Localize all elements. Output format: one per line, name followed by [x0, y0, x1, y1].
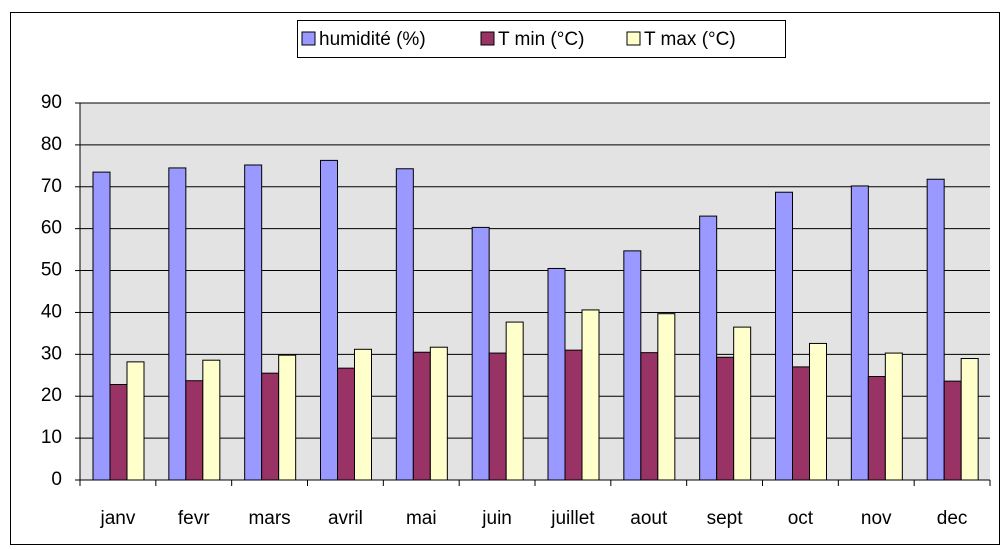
- x-tick-label: nov: [861, 508, 892, 529]
- x-tick-label: mars: [248, 508, 290, 529]
- x-tick-label: fevr: [178, 508, 210, 529]
- legend-swatch: [626, 31, 641, 46]
- y-tick-label: 10: [41, 427, 62, 448]
- y-tick-label: 30: [41, 343, 62, 364]
- x-tick-label: juin: [481, 508, 512, 529]
- bar: [733, 326, 752, 481]
- bar: [261, 372, 280, 481]
- bar: [202, 359, 221, 481]
- bar: [699, 215, 718, 481]
- bar: [488, 352, 507, 481]
- y-tick-label: 70: [41, 176, 62, 197]
- bar: [867, 376, 886, 481]
- x-tick-label: mai: [406, 508, 437, 529]
- y-tick-label: 90: [41, 92, 62, 113]
- bar: [884, 352, 903, 481]
- legend-box: [297, 20, 786, 58]
- y-tick-label: 80: [41, 134, 62, 155]
- bar: [109, 383, 128, 481]
- legend-swatch: [301, 31, 316, 46]
- bar: [185, 380, 204, 481]
- bar: [505, 321, 524, 481]
- bar: [278, 354, 297, 481]
- y-tick-label: 50: [41, 260, 62, 281]
- bar: [926, 178, 945, 481]
- legend-label: T min (°C): [498, 29, 584, 50]
- bar: [354, 348, 372, 481]
- x-tick-label: oct: [788, 508, 814, 529]
- x-tick-label: avril: [328, 508, 363, 529]
- bar: [395, 168, 414, 481]
- x-tick-label: juillet: [550, 508, 595, 529]
- bar: [640, 352, 659, 481]
- bar: [792, 366, 810, 481]
- bar: [623, 250, 642, 481]
- bar: [775, 191, 793, 481]
- bar: [92, 171, 111, 481]
- bar: [960, 358, 979, 481]
- y-tick-label: 20: [41, 385, 62, 406]
- bar: [320, 159, 338, 481]
- bar: [244, 164, 263, 481]
- bar: [716, 356, 735, 481]
- legend-label: humidité (%): [319, 29, 426, 50]
- y-tick-label: 0: [51, 469, 62, 490]
- bar: [337, 367, 355, 481]
- legend-swatch: [480, 31, 495, 46]
- plot-area: [80, 103, 990, 480]
- bar: [657, 313, 676, 481]
- legend-label: T max (°C): [644, 29, 736, 50]
- x-tick-label: janv: [99, 508, 135, 529]
- x-tick-label: dec: [937, 508, 968, 529]
- bar: [547, 267, 566, 481]
- x-tick-label: sept: [707, 508, 744, 529]
- bar: [412, 351, 431, 481]
- bar: [809, 342, 827, 481]
- bar: [429, 346, 448, 481]
- x-tick-label: aout: [630, 508, 668, 529]
- y-tick-label: 40: [41, 301, 62, 322]
- y-tick-label: 60: [41, 218, 62, 239]
- bar: [943, 380, 962, 481]
- bar: [471, 226, 490, 481]
- bar: [581, 309, 600, 481]
- bar: [126, 361, 145, 481]
- bar: [564, 349, 583, 481]
- bar: [168, 167, 187, 481]
- bar: [850, 185, 869, 481]
